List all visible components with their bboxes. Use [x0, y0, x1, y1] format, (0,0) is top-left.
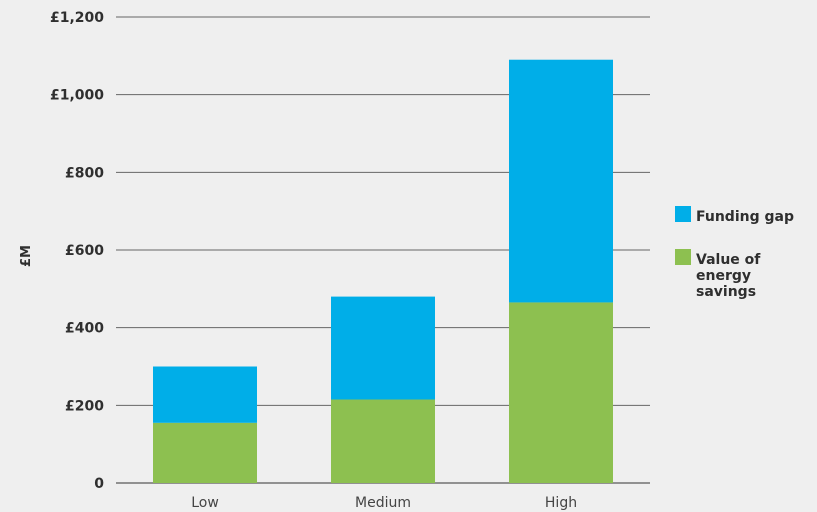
bar-high-series-0 [509, 302, 613, 483]
y-tick-label: £800 [65, 165, 104, 181]
x-tick-label: High [545, 495, 577, 511]
legend-label: energy [696, 268, 751, 284]
legend-swatch [675, 249, 691, 265]
legend-label: savings [696, 284, 756, 300]
y-tick-label: 0 [94, 476, 104, 492]
bar-medium-series-0 [331, 399, 435, 483]
y-axis-ticks: 0 £200 £400 £600 £800 £1,000 £1,200 [50, 10, 104, 492]
y-tick-label: £1,000 [50, 88, 104, 104]
x-axis-ticks: Low Medium High [191, 495, 577, 511]
legend-label: Funding gap [696, 209, 794, 225]
bar-medium-series-1 [331, 296, 435, 400]
legend-swatch [675, 206, 691, 222]
bar-low-series-1 [153, 366, 257, 423]
x-tick-label: Low [191, 495, 219, 511]
x-tick-label: Medium [355, 495, 411, 511]
y-tick-label: £600 [65, 243, 104, 259]
bar-low-series-0 [153, 422, 257, 483]
bars [153, 59, 613, 483]
y-tick-label: £400 [65, 321, 104, 337]
legend-label: Value of [696, 252, 761, 268]
bar-high-series-1 [509, 59, 613, 303]
y-axis-label: £M [19, 245, 34, 267]
y-tick-label: £1,200 [50, 10, 104, 26]
y-tick-label: £200 [65, 398, 104, 414]
